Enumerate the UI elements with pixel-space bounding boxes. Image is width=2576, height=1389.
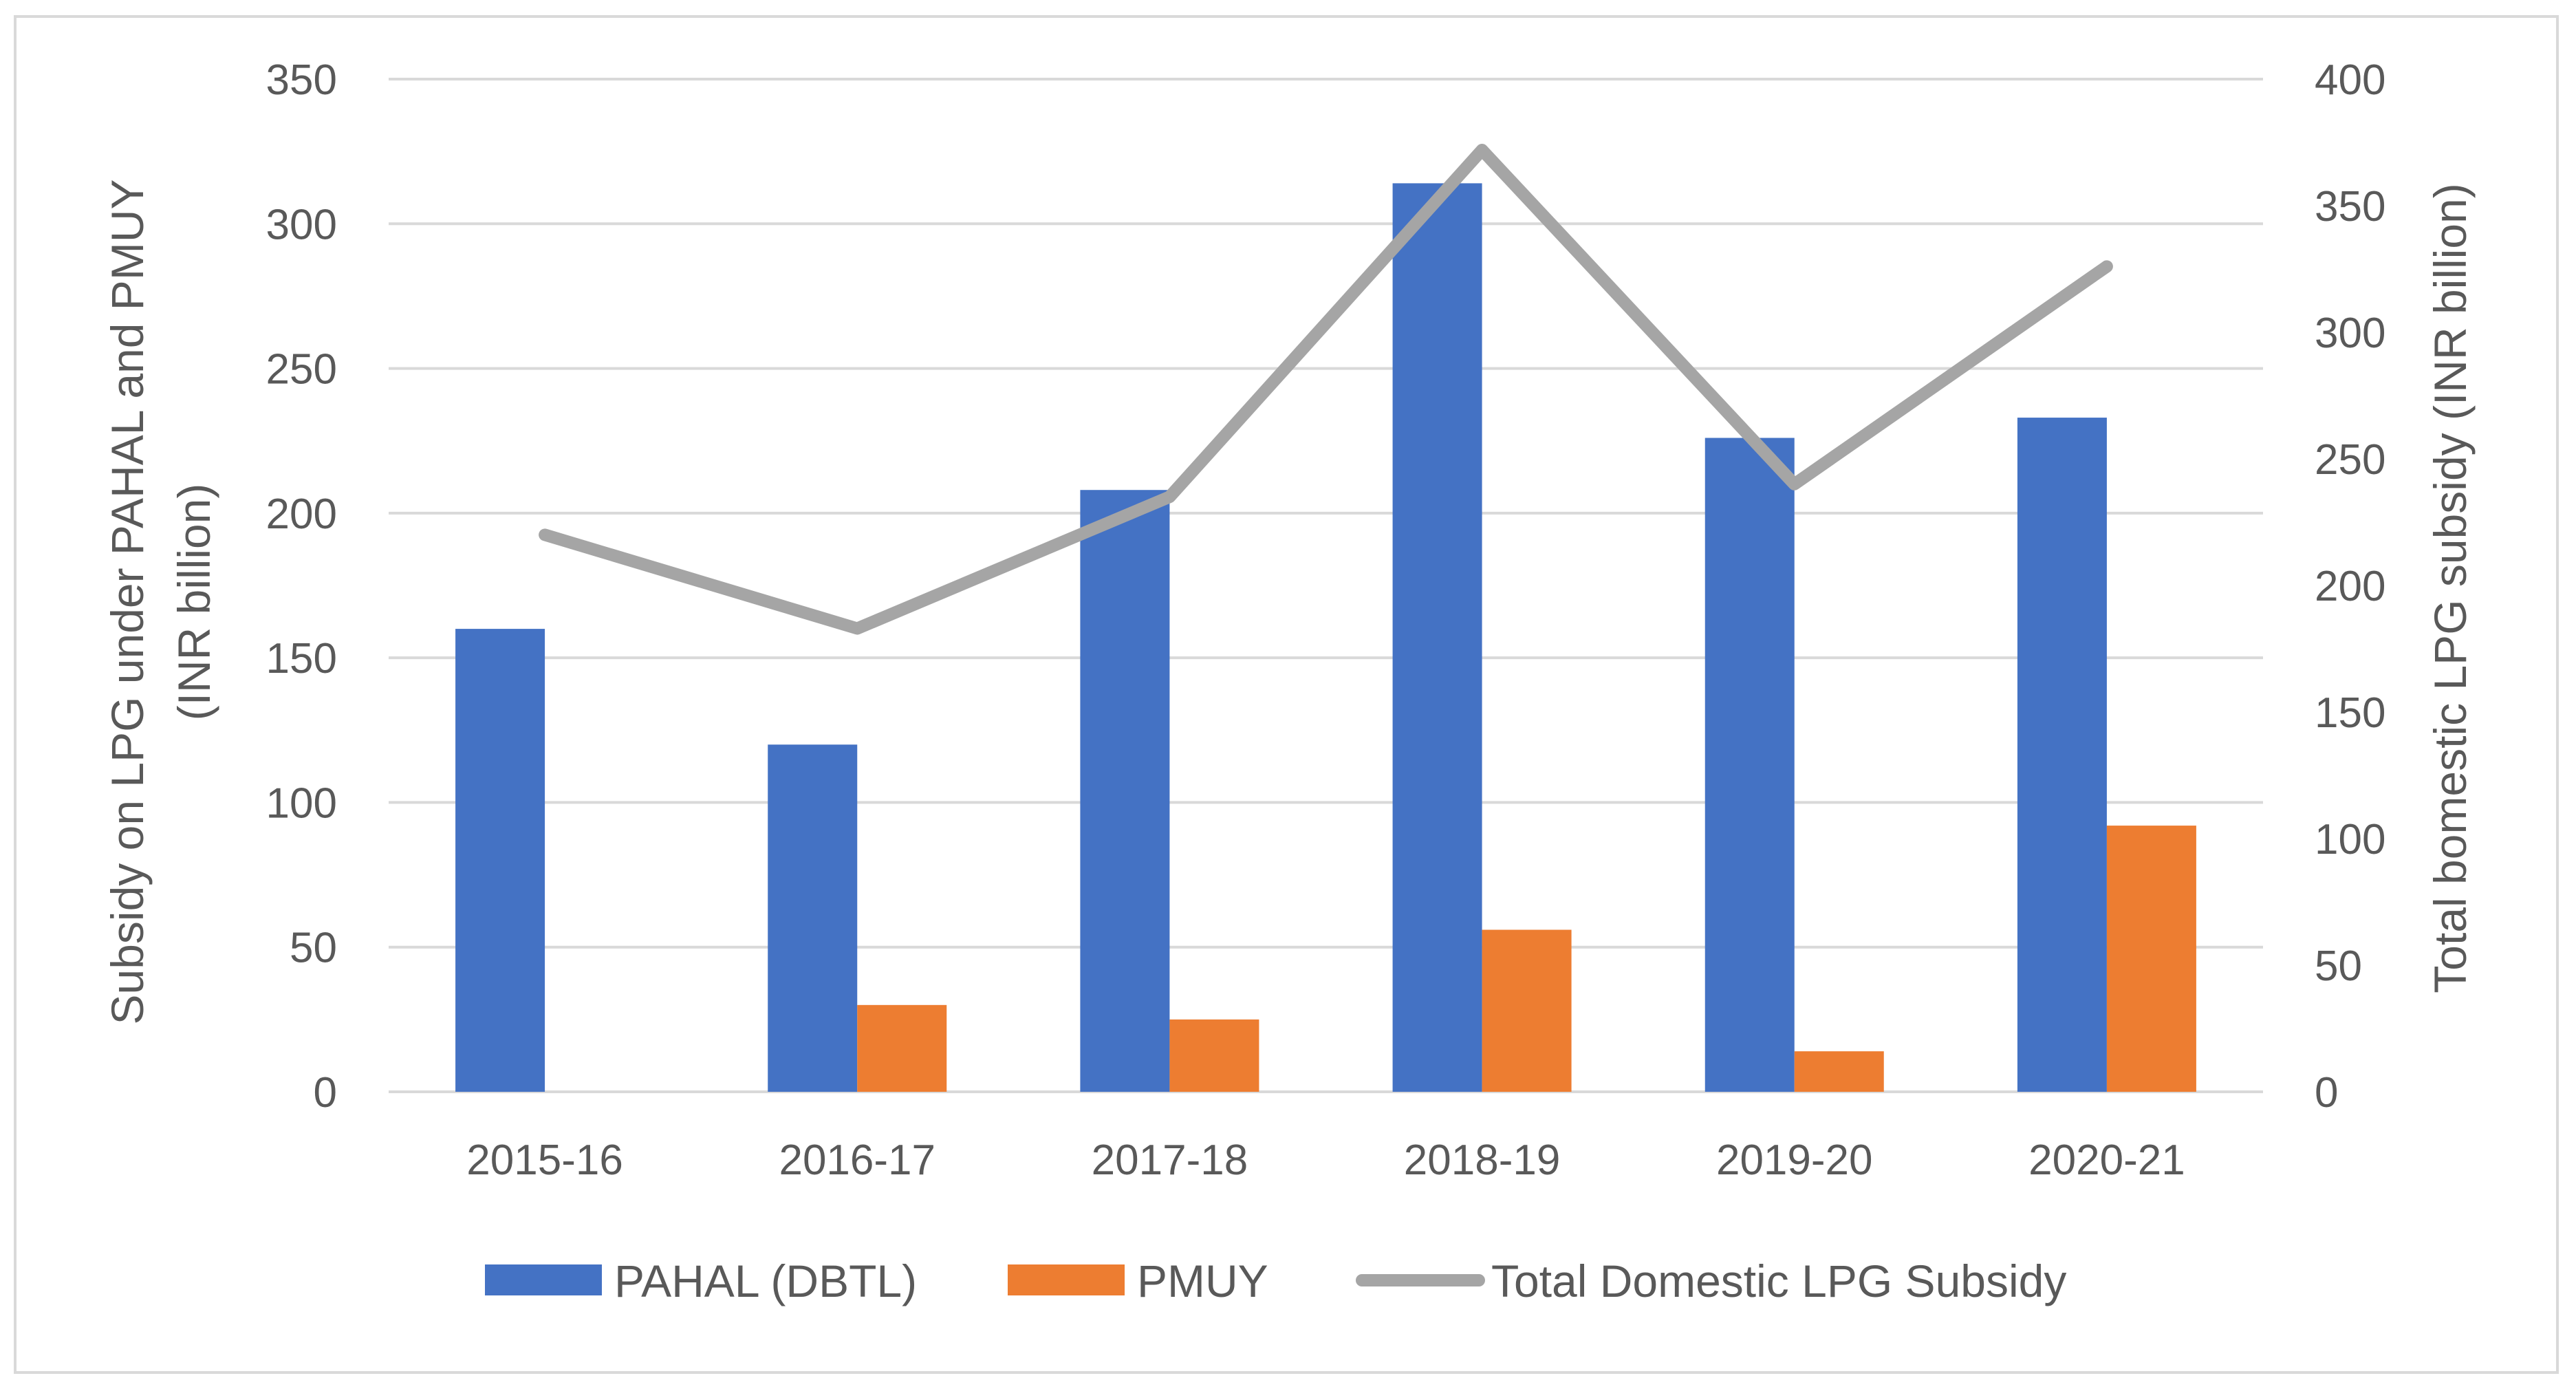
x-tick-label: 2016-17 bbox=[779, 1137, 935, 1184]
legend-label-pahal: PAHAL (DBTL) bbox=[614, 1256, 917, 1306]
y-right-tick-label: 300 bbox=[2315, 310, 2385, 357]
gridlines bbox=[389, 78, 2263, 1093]
line-point-2017-18 bbox=[1169, 496, 1171, 498]
legend-swatch-pahal bbox=[485, 1264, 602, 1295]
y-left-tick-label: 300 bbox=[266, 201, 337, 248]
x-tick-label: 2018-19 bbox=[1404, 1137, 1561, 1184]
legend: PAHAL (DBTL) PMUY Total Domestic LPG Sub… bbox=[485, 1256, 2066, 1306]
bar-pahal-dbtl-2016-17 bbox=[768, 744, 858, 1092]
x-tick-label: 2017-18 bbox=[1092, 1137, 1248, 1184]
line-series bbox=[539, 144, 2113, 635]
bar-pmuy-2019-20 bbox=[1794, 1051, 1884, 1092]
tick-labels: 0 50 100 150 200 250 300 350 0 50 100 150 200 250 300 3… bbox=[266, 56, 2386, 1184]
bar-pahal-dbtl-2017-18 bbox=[1080, 490, 1170, 1092]
bar-pahal-dbtl-2015-16 bbox=[455, 629, 545, 1092]
y-left-tick-label: 150 bbox=[266, 635, 337, 682]
bar-pmuy-2016-17 bbox=[857, 1004, 947, 1092]
bars bbox=[455, 183, 2196, 1092]
x-tick-label: 2019-20 bbox=[1716, 1137, 1873, 1184]
bar-pmuy-2017-18 bbox=[1169, 1019, 1259, 1092]
y-left-tick-label: 200 bbox=[266, 491, 337, 538]
line-point-2016-17 bbox=[856, 627, 858, 629]
y-left-tick-label: 350 bbox=[266, 56, 337, 104]
line-point-2015-16 bbox=[544, 534, 546, 536]
x-tick-label: 2020-21 bbox=[2028, 1137, 2185, 1184]
y-right-tick-label: 400 bbox=[2315, 56, 2385, 104]
y-right-tick-label: 250 bbox=[2315, 436, 2385, 484]
legend-label-pmuy: PMUY bbox=[1137, 1256, 1268, 1306]
y-left-tick-label: 250 bbox=[266, 346, 337, 394]
y-left-axis-title-units: (INR billion) bbox=[169, 484, 219, 721]
y-right-tick-label: 350 bbox=[2315, 183, 2385, 230]
y-right-tick-label: 100 bbox=[2315, 816, 2385, 863]
y-right-tick-label: 0 bbox=[2315, 1069, 2338, 1117]
y-right-tick-label: 150 bbox=[2315, 689, 2385, 737]
y-left-axis-title: Subsidy on LPG under PAHAL and PMUY bbox=[102, 180, 153, 1025]
y-left-tick-label: 100 bbox=[266, 779, 337, 827]
y-right-axis-title: Total bomestic LPG subsidy (INR billion) bbox=[2425, 183, 2476, 993]
y-left-tick-label: 0 bbox=[314, 1069, 337, 1117]
bar-pahal-dbtl-2018-19 bbox=[1392, 183, 1482, 1092]
bar-pahal-dbtl-2019-20 bbox=[1704, 438, 1795, 1092]
line-total-domestic-lpg-subsidy bbox=[539, 144, 2113, 635]
line-point-2018-19 bbox=[1481, 149, 1483, 151]
bar-pmuy-2018-19 bbox=[1482, 929, 1572, 1092]
legend-swatch-pmuy bbox=[1008, 1264, 1125, 1295]
chart-frame bbox=[14, 15, 2559, 1374]
bar-pmuy-2020-21 bbox=[2106, 826, 2196, 1092]
y-left-tick-label: 50 bbox=[290, 925, 337, 972]
y-right-tick-label: 50 bbox=[2315, 943, 2362, 990]
bar-pahal-dbtl-2020-21 bbox=[2017, 418, 2107, 1092]
legend-label-total: Total Domestic LPG Subsidy bbox=[1491, 1256, 2066, 1306]
y-right-tick-label: 200 bbox=[2315, 563, 2385, 610]
x-tick-label: 2015-16 bbox=[466, 1137, 623, 1184]
line-point-2020-21 bbox=[2106, 266, 2108, 268]
line-point-2019-20 bbox=[1793, 483, 1795, 485]
